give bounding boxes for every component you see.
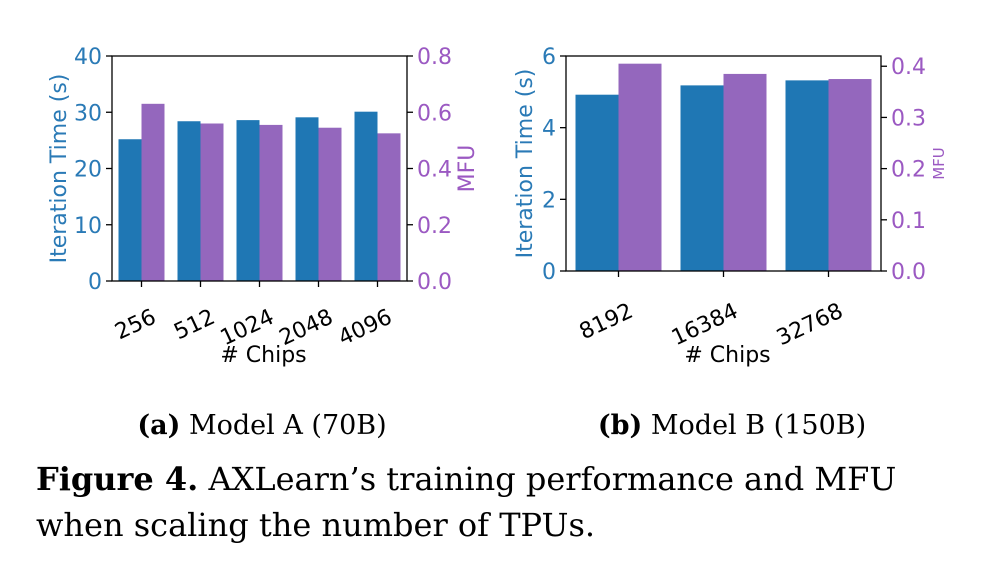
y2-tick-label-0.2: 0.2: [891, 158, 926, 183]
y2-tick-label-0.4: 0.4: [891, 55, 926, 80]
subcaption-text: Model B (150B): [642, 410, 866, 441]
x-axis-label: # Chips: [220, 343, 306, 368]
y2-tick-label-0.4: 0.4: [417, 158, 452, 183]
bar-iteration-time-32768: [785, 80, 829, 271]
bar-mfu-32768: [828, 79, 872, 272]
bar-iteration-time-16384: [680, 85, 724, 271]
x-tick-label-8192: 8192: [576, 299, 637, 345]
bar-mfu-16384: [723, 73, 767, 272]
subcaption: (a) Model A (70B): [137, 410, 386, 441]
y-axis-label: Iteration Time (s): [47, 74, 72, 264]
bar-iteration-time-512: [177, 121, 201, 281]
bar-mfu-4096: [377, 133, 401, 281]
subcaption: (b) Model B (150B): [598, 410, 866, 441]
y-tick-label-10: 10: [74, 214, 102, 239]
y2-tick-label-0.1: 0.1: [891, 209, 926, 234]
bar-iteration-time-256: [118, 139, 142, 281]
figure-caption: Figure 4. AXLearn’s training performance…: [36, 456, 976, 548]
bar-iteration-time-8192: [575, 94, 619, 271]
bar-iteration-time-1024: [236, 120, 260, 281]
bar-iteration-time-4096: [354, 111, 378, 281]
y2-tick-label-0.0: 0.0: [891, 260, 926, 285]
plot-frame: [565, 55, 882, 272]
bar-mfu-1024: [259, 124, 283, 281]
y-tick-label-6: 6: [542, 45, 556, 70]
y-tick-label-30: 30: [74, 101, 102, 126]
y-tick-label-0: 0: [88, 270, 102, 295]
subcaption-label: (b): [598, 410, 642, 441]
y2-tick-label-0.2: 0.2: [417, 214, 452, 239]
x-tick-label-32768: 32768: [773, 299, 847, 351]
y2-tick-label-0.3: 0.3: [891, 106, 926, 131]
x-tick-label-512: 512: [170, 305, 219, 345]
y-tick-label-2: 2: [542, 188, 556, 213]
figure-caption-text: AXLearn’s training performance and MFU w…: [36, 460, 897, 544]
y2-axis-label: MFU: [930, 147, 948, 180]
y2-tick-label-0.0: 0.0: [417, 270, 452, 295]
bar-mfu-256: [141, 103, 165, 281]
y2-tick-label-0.8: 0.8: [417, 45, 452, 70]
y2-axis-label: MFU: [455, 145, 480, 193]
bar-iteration-time-2048: [295, 117, 319, 281]
x-tick-label-256: 256: [111, 305, 160, 345]
subcaption-label: (a): [137, 410, 180, 441]
figure-caption-label: Figure 4.: [36, 460, 199, 498]
x-axis-label: # Chips: [684, 343, 770, 368]
y-tick-label-20: 20: [74, 158, 102, 183]
y-tick-label-40: 40: [74, 45, 102, 70]
y2-tick-label-0.6: 0.6: [417, 101, 452, 126]
chart-a: 256 5121024204840960102030400.00.20.40.60…: [47, 45, 480, 441]
chart-b: 8192 16384 3276802460.00.10.20.30.4Iterati…: [513, 45, 948, 441]
bar-mfu-2048: [318, 127, 342, 281]
bar-mfu-8192: [618, 63, 662, 271]
y-tick-label-4: 4: [542, 117, 556, 142]
y-tick-label-0: 0: [542, 260, 556, 285]
x-tick-label-4096: 4096: [335, 305, 396, 351]
subcaption-text: Model A (70B): [180, 410, 386, 441]
bar-mfu-512: [200, 123, 224, 281]
y-axis-label: Iteration Time (s): [513, 69, 538, 259]
